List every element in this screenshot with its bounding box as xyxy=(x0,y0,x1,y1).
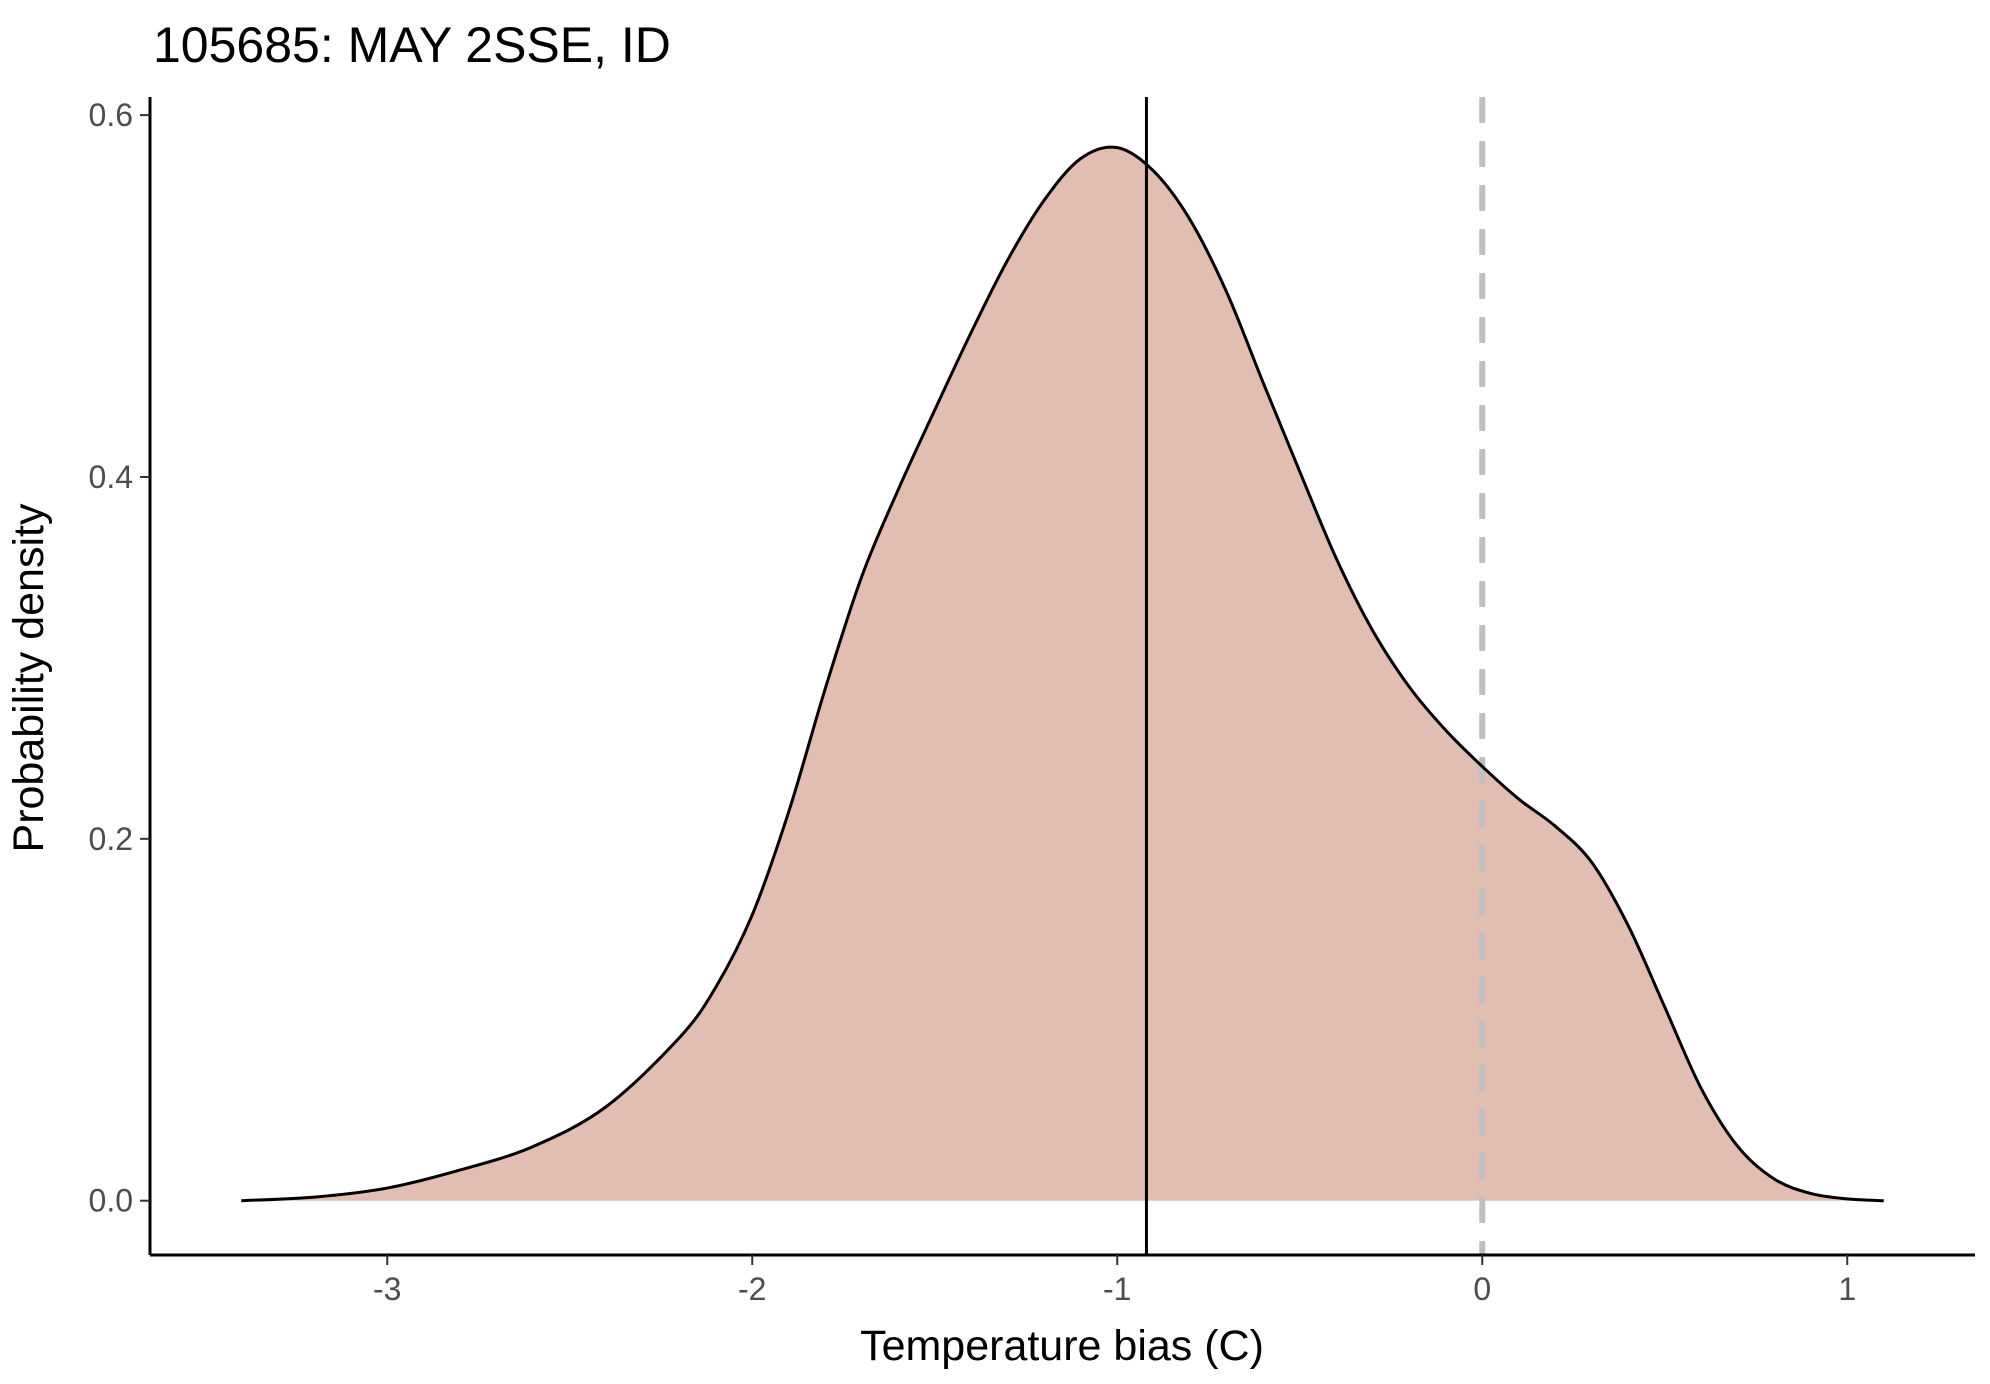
y-axis: 0.0 0.2 0.4 0.6 xyxy=(89,97,152,1255)
plot-area xyxy=(241,97,1884,1255)
y-tick-label: 0.4 xyxy=(89,459,133,495)
y-axis-title: Probability density xyxy=(5,503,53,852)
y-tick-label: 0.2 xyxy=(89,821,133,857)
chart-title: 105685: MAY 2SSE, ID xyxy=(153,17,671,73)
x-tick-label: -2 xyxy=(738,1271,766,1307)
y-tick-label: 0.0 xyxy=(89,1183,133,1219)
x-axis-title: Temperature bias (C) xyxy=(860,1322,1264,1370)
x-tick-label: -3 xyxy=(373,1271,401,1307)
x-tick-label: -1 xyxy=(1103,1271,1131,1307)
density-line xyxy=(241,145,1884,1203)
y-tick-label: 0.6 xyxy=(89,97,133,133)
density-area xyxy=(241,147,1884,1201)
x-tick-label: 1 xyxy=(1838,1271,1856,1307)
x-axis: -3 -2 -1 0 1 xyxy=(150,1253,1975,1307)
x-tick-label: 0 xyxy=(1473,1271,1491,1307)
